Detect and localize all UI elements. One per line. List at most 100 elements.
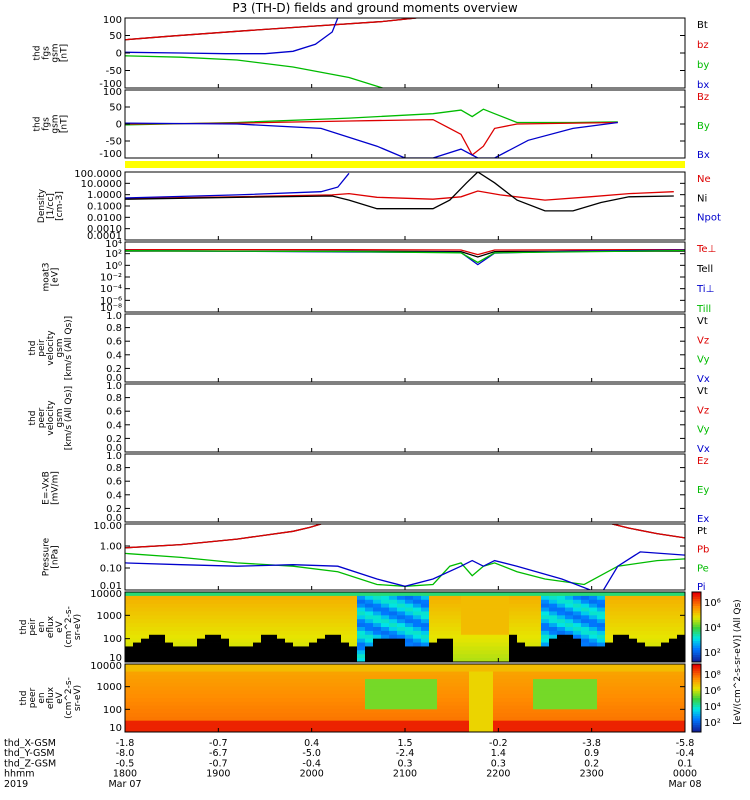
spectrogram-cell	[589, 671, 598, 676]
spectrogram-cell	[429, 650, 438, 655]
spectrogram-cell	[157, 690, 166, 695]
spectrogram-cell	[133, 698, 142, 703]
colorbar-cell	[692, 718, 701, 722]
spectrogram-cell	[197, 675, 206, 680]
spectrogram-cell	[453, 611, 462, 616]
colorbar-cell	[692, 652, 701, 656]
spectrogram-cell	[565, 623, 574, 628]
spectrogram-cell	[149, 728, 158, 733]
spectrogram-cell	[357, 607, 366, 612]
spectrogram-cell	[421, 595, 430, 601]
spectrogram-cell	[189, 694, 198, 699]
spectrogram-cell	[645, 724, 654, 729]
spectrogram-cell	[309, 630, 318, 636]
spectrogram-cell	[621, 690, 630, 695]
spectrogram-cell	[437, 619, 446, 624]
legend-entry: Ni	[697, 193, 707, 204]
spectrogram-cell	[333, 728, 342, 733]
spectrogram-cell	[221, 698, 230, 703]
spectrogram-cell	[493, 646, 502, 651]
spectrogram-cell	[293, 646, 302, 651]
spectrogram-cell	[197, 671, 206, 676]
spectrogram-cell	[197, 682, 206, 688]
spectrogram-cell	[573, 701, 582, 706]
spectrogram-cell	[325, 690, 334, 695]
spectrogram-cell	[125, 671, 134, 676]
spectrogram-cell	[221, 675, 230, 680]
spectrogram-cell	[293, 595, 302, 601]
spectrogram-cell	[645, 705, 654, 710]
spectrogram-cell	[501, 611, 510, 616]
spectrogram-cell	[149, 679, 158, 684]
spectrogram-cell	[301, 724, 310, 729]
spectrogram-cell	[341, 664, 350, 669]
colorbar-label-text: [eV/(cm^2-s-sr-eV)] (All Qs)	[733, 599, 743, 724]
spectrogram-cell	[269, 592, 278, 597]
spectrogram-cell	[477, 607, 486, 612]
spectrogram-cell	[597, 686, 606, 691]
spectrogram-cell	[181, 607, 190, 612]
spectrogram-cell	[325, 642, 334, 647]
spectrogram-cell	[261, 658, 270, 663]
spectrogram-cell	[565, 658, 574, 663]
spectrogram-cell	[645, 592, 654, 597]
spectrogram-cell	[413, 603, 422, 608]
spectrogram-cell	[581, 650, 590, 655]
spectrogram-cell	[637, 658, 646, 663]
spectrogram-cell	[501, 720, 510, 725]
spectrogram-cell	[669, 709, 678, 714]
y-tick-label: 0.4	[106, 350, 122, 361]
spectrogram-cell	[485, 607, 494, 612]
spectrogram-cell	[565, 592, 574, 597]
spectrogram-cell	[437, 599, 446, 605]
spectrogram-cell	[597, 654, 606, 659]
spectrogram-cell	[189, 627, 198, 632]
spectrogram-cell	[541, 623, 550, 628]
spectrogram-cell	[477, 658, 486, 663]
spectrogram-cell	[653, 690, 662, 695]
spectrogram-cell	[365, 638, 374, 643]
spectrogram-cell	[541, 720, 550, 725]
spectrogram-cell	[389, 701, 398, 706]
spectrogram-cell	[517, 646, 526, 651]
spectrogram-cell	[373, 716, 382, 722]
spectrogram-cell	[349, 634, 358, 640]
spectrogram-cell	[213, 701, 222, 706]
spectrogram-cell	[349, 709, 358, 714]
y-axis-label-line: gsm	[55, 408, 65, 427]
spectrogram-cell	[405, 607, 414, 612]
spectrogram-cell	[405, 694, 414, 699]
spectrogram-cell	[517, 595, 526, 601]
spectrogram-cell	[373, 728, 382, 733]
spectrogram-cell	[181, 603, 190, 608]
spectrogram-cell	[653, 698, 662, 703]
spectrogram-cell	[237, 611, 246, 616]
ephemeris-table: thd_X-GSM -1.8 -0.7 0.4 1.5 -0.2 -3.8 -5.8thd_Y…	[4, 738, 702, 790]
spectrogram-cell	[373, 679, 382, 684]
spectrogram-cell	[269, 705, 278, 710]
spectrogram-cell	[341, 627, 350, 632]
spectrogram-cell	[469, 724, 478, 729]
spectrogram-cell	[677, 630, 686, 636]
y-axis-label-line: eflux	[46, 615, 56, 638]
spectrogram-cell	[189, 634, 198, 640]
spectrogram-cell	[149, 701, 158, 706]
spectrogram-cell	[445, 607, 454, 612]
spectrogram-cell	[309, 611, 318, 616]
spectrogram-cell	[549, 705, 558, 710]
spectrogram-cell	[549, 630, 558, 636]
spectrogram-cell	[269, 619, 278, 624]
spectrogram-cell	[285, 630, 294, 636]
spectrogram-cell	[197, 701, 206, 706]
spectrogram-cell	[389, 720, 398, 725]
spectrogram-cell	[533, 690, 542, 695]
spectrogram-cell	[477, 686, 486, 691]
spectrogram-cell	[333, 650, 342, 655]
spectrogram-cell	[341, 595, 350, 601]
spectrogram-cell	[557, 667, 566, 672]
spectrogram-cell	[565, 694, 574, 699]
spectrogram-cell	[501, 724, 510, 729]
spectrogram-cell	[381, 599, 390, 605]
spectrogram-cell	[269, 701, 278, 706]
y-axis-label-line: sr-eV)	[73, 685, 83, 711]
